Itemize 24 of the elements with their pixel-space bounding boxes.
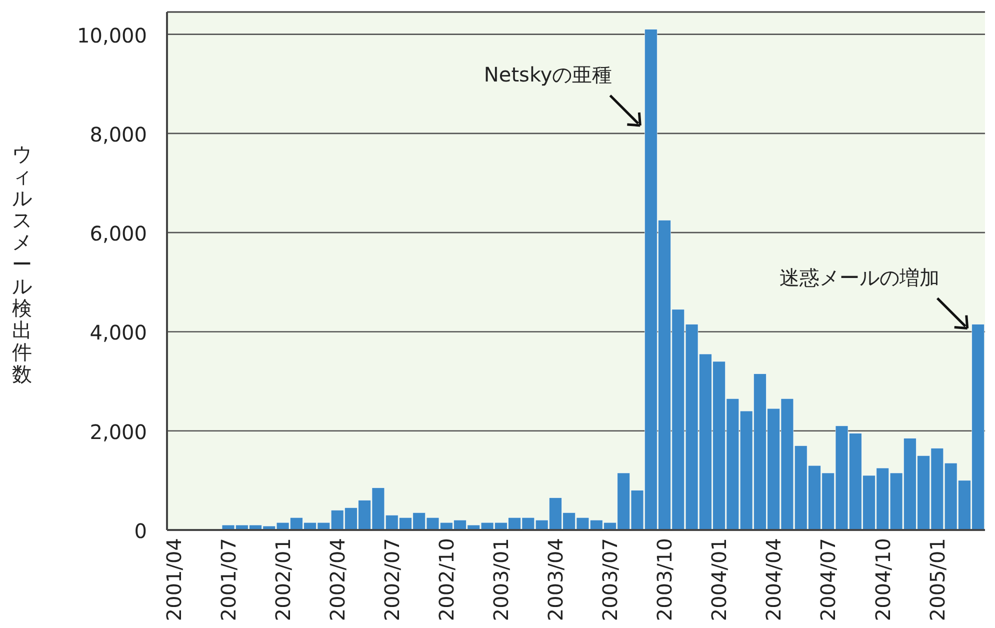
y-tick-label: 10,000	[77, 23, 147, 48]
y-tick-label: 6,000	[90, 222, 147, 246]
x-tick-label: 2003/01	[489, 538, 514, 622]
x-tick-label: 2001/04	[162, 538, 186, 622]
x-tick-label: 2004/07	[816, 538, 840, 622]
x-tick-label: 2003/10	[652, 538, 677, 622]
annotation: 迷惑メールの増加	[779, 265, 940, 290]
text: ウィルスメール検出件数	[12, 142, 32, 386]
x-tick-label: 2004/10	[870, 538, 895, 622]
x-tick-label: 2004/01	[707, 538, 732, 622]
x-tick-label: 2004/04	[762, 538, 786, 622]
y-tick-label: 2,000	[90, 420, 147, 444]
x-tick-label: 2002/07	[380, 538, 404, 622]
x-tick-label: 2003/04	[544, 538, 568, 622]
x-tick-label: 2002/04	[325, 538, 350, 622]
x-tick-label: 2002/01	[270, 538, 295, 622]
x-tick-label: 2002/10	[434, 538, 458, 622]
y-tick-label: 0	[134, 519, 147, 543]
y-tick-label: 8,000	[90, 122, 147, 146]
x-tick-label: 2005/01	[925, 538, 950, 622]
x-tick-label: 2003/07	[598, 538, 622, 622]
y-tick-label: 4,000	[90, 320, 147, 345]
annotation: Netskyの亜種	[484, 62, 612, 86]
x-tick-label: 2001/07	[216, 538, 240, 622]
